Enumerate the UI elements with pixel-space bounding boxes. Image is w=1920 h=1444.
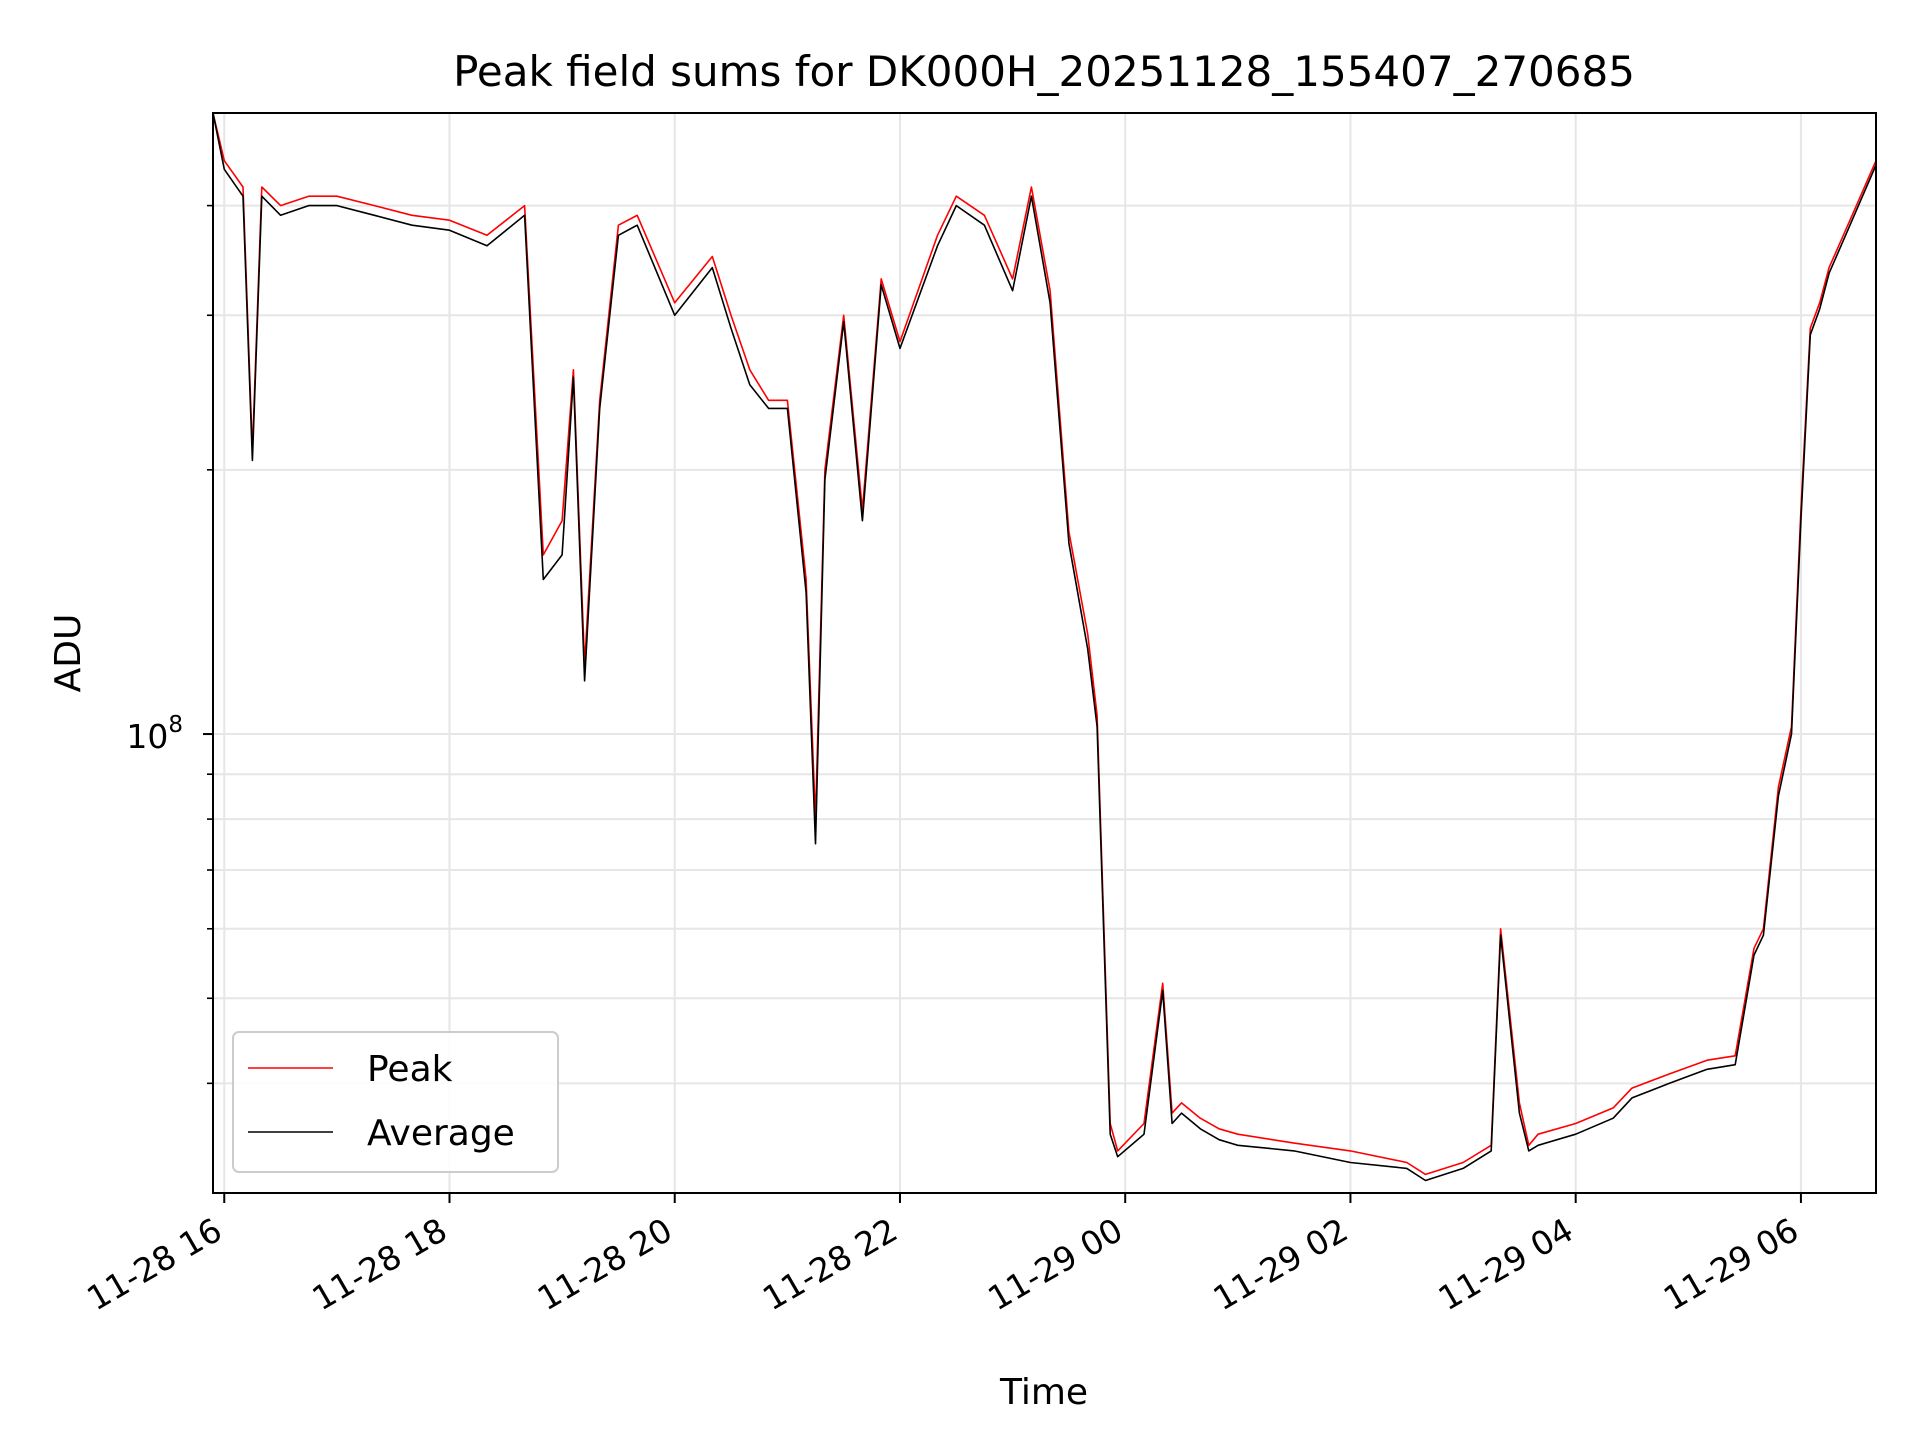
legend-label-average: Average <box>367 1113 515 1154</box>
grid-lines <box>213 113 1876 1193</box>
series-line-peak <box>212 112 1877 1176</box>
legend: Peak Average <box>232 1031 559 1173</box>
y-tick-label: 108 <box>126 712 183 756</box>
x-axis-label: Time <box>999 1372 1088 1413</box>
series-line-average <box>212 112 1877 1182</box>
y-axis-label: ADU <box>48 614 89 693</box>
plot-frame <box>212 112 1877 1194</box>
chart-title: Peak field sums for DK000H_20251128_1554… <box>453 47 1635 96</box>
legend-box <box>232 1031 559 1173</box>
series-lines <box>212 112 1877 1182</box>
legend-label-peak: Peak <box>367 1049 453 1090</box>
